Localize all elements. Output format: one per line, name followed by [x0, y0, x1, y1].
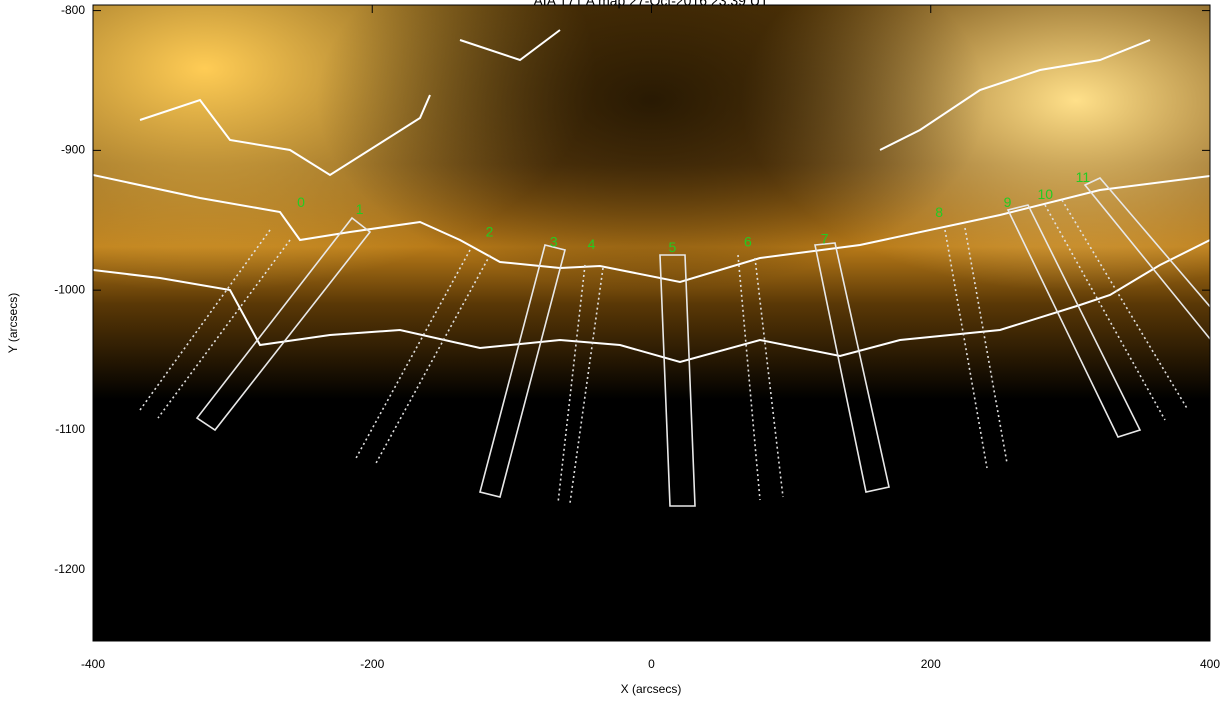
- slit-label: 4: [588, 236, 596, 252]
- y-tick-label: -1100: [55, 422, 85, 436]
- slit-label: 5: [669, 239, 677, 255]
- slit-label: 6: [744, 233, 752, 249]
- page: {"chart_data": {"type": "image", "title"…: [0, 0, 1224, 704]
- slit-label: 11: [1076, 169, 1091, 185]
- x-tick-label: 0: [648, 657, 655, 671]
- y-tick-label: -1200: [54, 562, 85, 576]
- chart: AIA 171 A map 27-Oct-2016 23:39 UT X (ar…: [0, 0, 1224, 699]
- slit-label: 0: [297, 194, 305, 210]
- slit-label: 10: [1037, 186, 1053, 202]
- x-tick-label: 200: [921, 657, 941, 671]
- dark-region: [93, 5, 1210, 641]
- slit-label: 7: [821, 231, 829, 247]
- slit-label: 8: [935, 204, 943, 220]
- y-tick-label: -800: [61, 3, 85, 17]
- slit-label: 2: [486, 224, 494, 240]
- slit-label: 3: [550, 233, 558, 249]
- x-tick-label: 400: [1200, 657, 1220, 671]
- y-axis-label: Y (arcsecs): [6, 293, 20, 353]
- y-tick-label: -1000: [54, 282, 85, 296]
- x-tick-label: -400: [81, 657, 105, 671]
- x-axis-label: X (arcsecs): [621, 682, 682, 696]
- slit-label: 1: [356, 201, 364, 217]
- y-tick-label: -900: [61, 143, 85, 157]
- slit-label: 9: [1004, 194, 1012, 210]
- body: AIA 171 A map 27-Oct-2016 23:39 UT X (ar…: [0, 0, 1224, 704]
- solar-image: [93, 5, 1224, 641]
- x-tick-label: -200: [360, 657, 384, 671]
